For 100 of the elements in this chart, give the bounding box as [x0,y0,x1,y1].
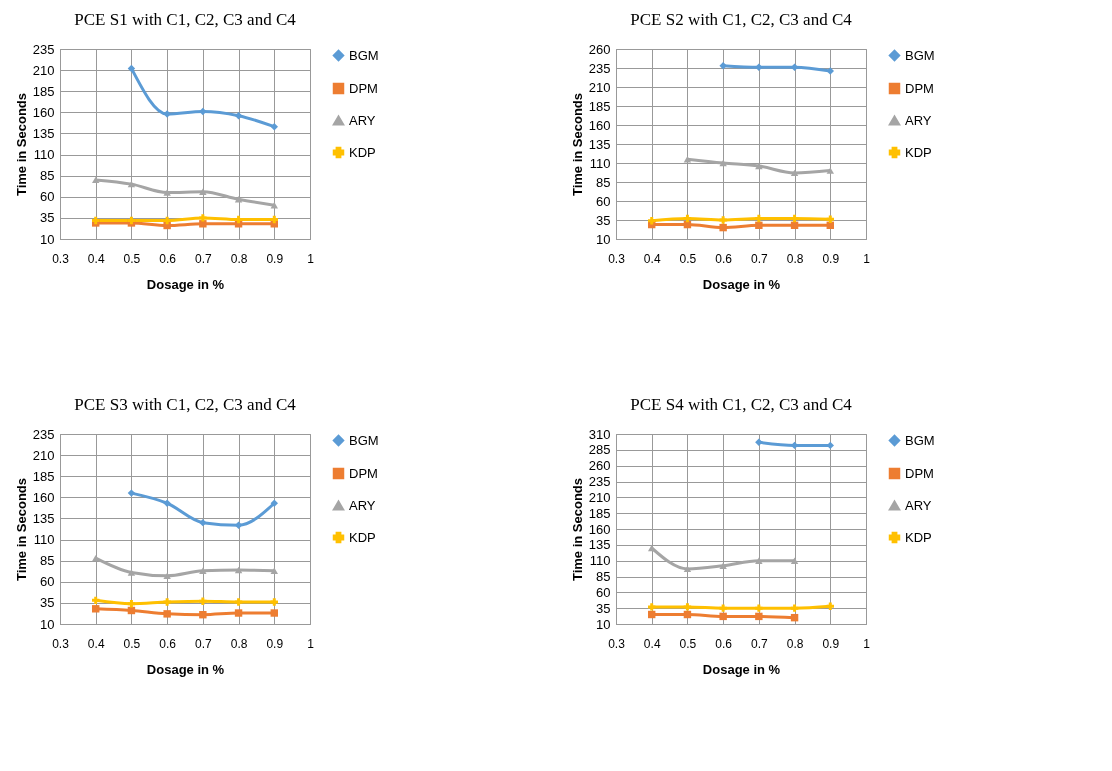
point [755,438,763,446]
point [234,196,243,203]
y-tick-label: 235 [588,474,611,489]
point [163,499,171,507]
legend-label: BGM [905,432,935,448]
point [199,188,207,195]
x-tick-label: 0.9 [266,251,284,266]
y-tick-label: 135 [32,125,55,141]
x-tick-label: 0.9 [822,636,840,651]
point [163,610,171,618]
point [92,596,100,605]
legend-label: BGM [349,432,379,448]
y-tick-label: 85 [596,569,611,584]
y-tick-label: 135 [32,510,55,526]
x-tick-label: 0.8 [786,636,804,651]
legend-label: KDP [905,529,932,545]
point [199,220,207,228]
y-tick-label: 10 [596,616,611,632]
x-tick-label: 0.7 [195,251,213,266]
y-axis-title: Time in Seconds [13,477,29,582]
x-tick-label: 0.8 [230,636,248,651]
y-tick-label: 185 [588,98,611,114]
point [826,602,834,610]
legend-label: KDP [905,144,932,160]
point [719,604,727,612]
point [790,169,799,177]
point [270,598,278,606]
point [127,64,136,73]
point [683,214,692,223]
point [199,107,207,116]
x-tick-label: 0.6 [159,636,177,651]
y-tick-label: 10 [40,231,55,247]
point [755,604,763,612]
y-tick-label: 210 [32,447,55,463]
point [755,557,763,564]
legend-label: DPM [349,80,378,96]
y-tick-label: 160 [32,104,55,120]
x-tick-label: 0.3 [52,251,70,266]
y-tick-label: 85 [596,174,611,190]
point [755,162,763,170]
y-tick-label: 160 [32,489,55,505]
y-tick-label: 185 [32,468,55,484]
x-tick-label: 0.6 [159,251,177,266]
x-tick-label: 0.5 [123,251,141,266]
point [199,214,207,222]
y-tick-label: 35 [40,210,55,226]
chart-title: PCE S2 with C1, C2, C3 and C4 [630,10,853,29]
point [755,221,763,230]
y-tick-label: 210 [32,62,55,78]
y-tick-label: 260 [588,41,611,57]
y-tick-label: 60 [40,189,55,205]
x-tick-label: 1 [863,636,871,651]
point [790,604,799,612]
y-tick-label: 35 [596,600,611,616]
x-axis-title: Dosage in % [702,276,781,292]
point [92,176,100,184]
point [755,612,763,621]
y-tick-label: 235 [32,41,55,57]
point [683,603,692,611]
point [270,122,278,131]
point [719,223,727,232]
point [234,598,243,606]
x-axis-title: Dosage in % [702,661,781,677]
y-tick-label: 85 [40,553,55,569]
point [719,562,727,569]
legend-label: ARY [905,112,932,128]
x-tick-label: 0.7 [195,636,213,651]
x-tick-label: 0.6 [715,251,733,266]
x-axis-title: Dosage in % [146,661,225,677]
x-tick-label: 0.6 [715,636,733,651]
point [127,489,136,497]
point [648,217,656,225]
x-axis-title: Dosage in % [146,276,225,292]
y-tick-label: 135 [588,537,611,553]
x-tick-label: 0.5 [679,636,697,651]
y-tick-label: 85 [40,168,55,184]
y-tick-label: 210 [588,489,611,505]
legend-label: DPM [905,465,934,481]
y-tick-label: 60 [596,584,611,600]
chart-title: PCE S3 with C1, C2, C3 and C4 [74,395,297,414]
y-tick-label: 185 [32,83,55,99]
point [92,605,100,613]
point [234,609,243,617]
point [270,215,278,224]
x-tick-label: 0.4 [87,251,105,266]
x-tick-label: 0.5 [123,636,141,651]
y-tick-label: 160 [588,117,611,133]
x-tick-label: 0.7 [751,636,769,651]
point [199,518,207,527]
chart-title: PCE S4 with C1, C2, C3 and C4 [630,395,853,414]
point [270,609,278,617]
x-tick-label: 0.3 [52,636,70,651]
y-tick-label: 110 [589,155,611,171]
point [826,67,834,75]
y-tick-label: 10 [40,616,55,632]
y-tick-label: 235 [588,60,611,76]
y-tick-label: 210 [588,79,611,95]
point [163,216,171,225]
y-tick-label: 10 [596,231,611,247]
point [199,567,207,575]
